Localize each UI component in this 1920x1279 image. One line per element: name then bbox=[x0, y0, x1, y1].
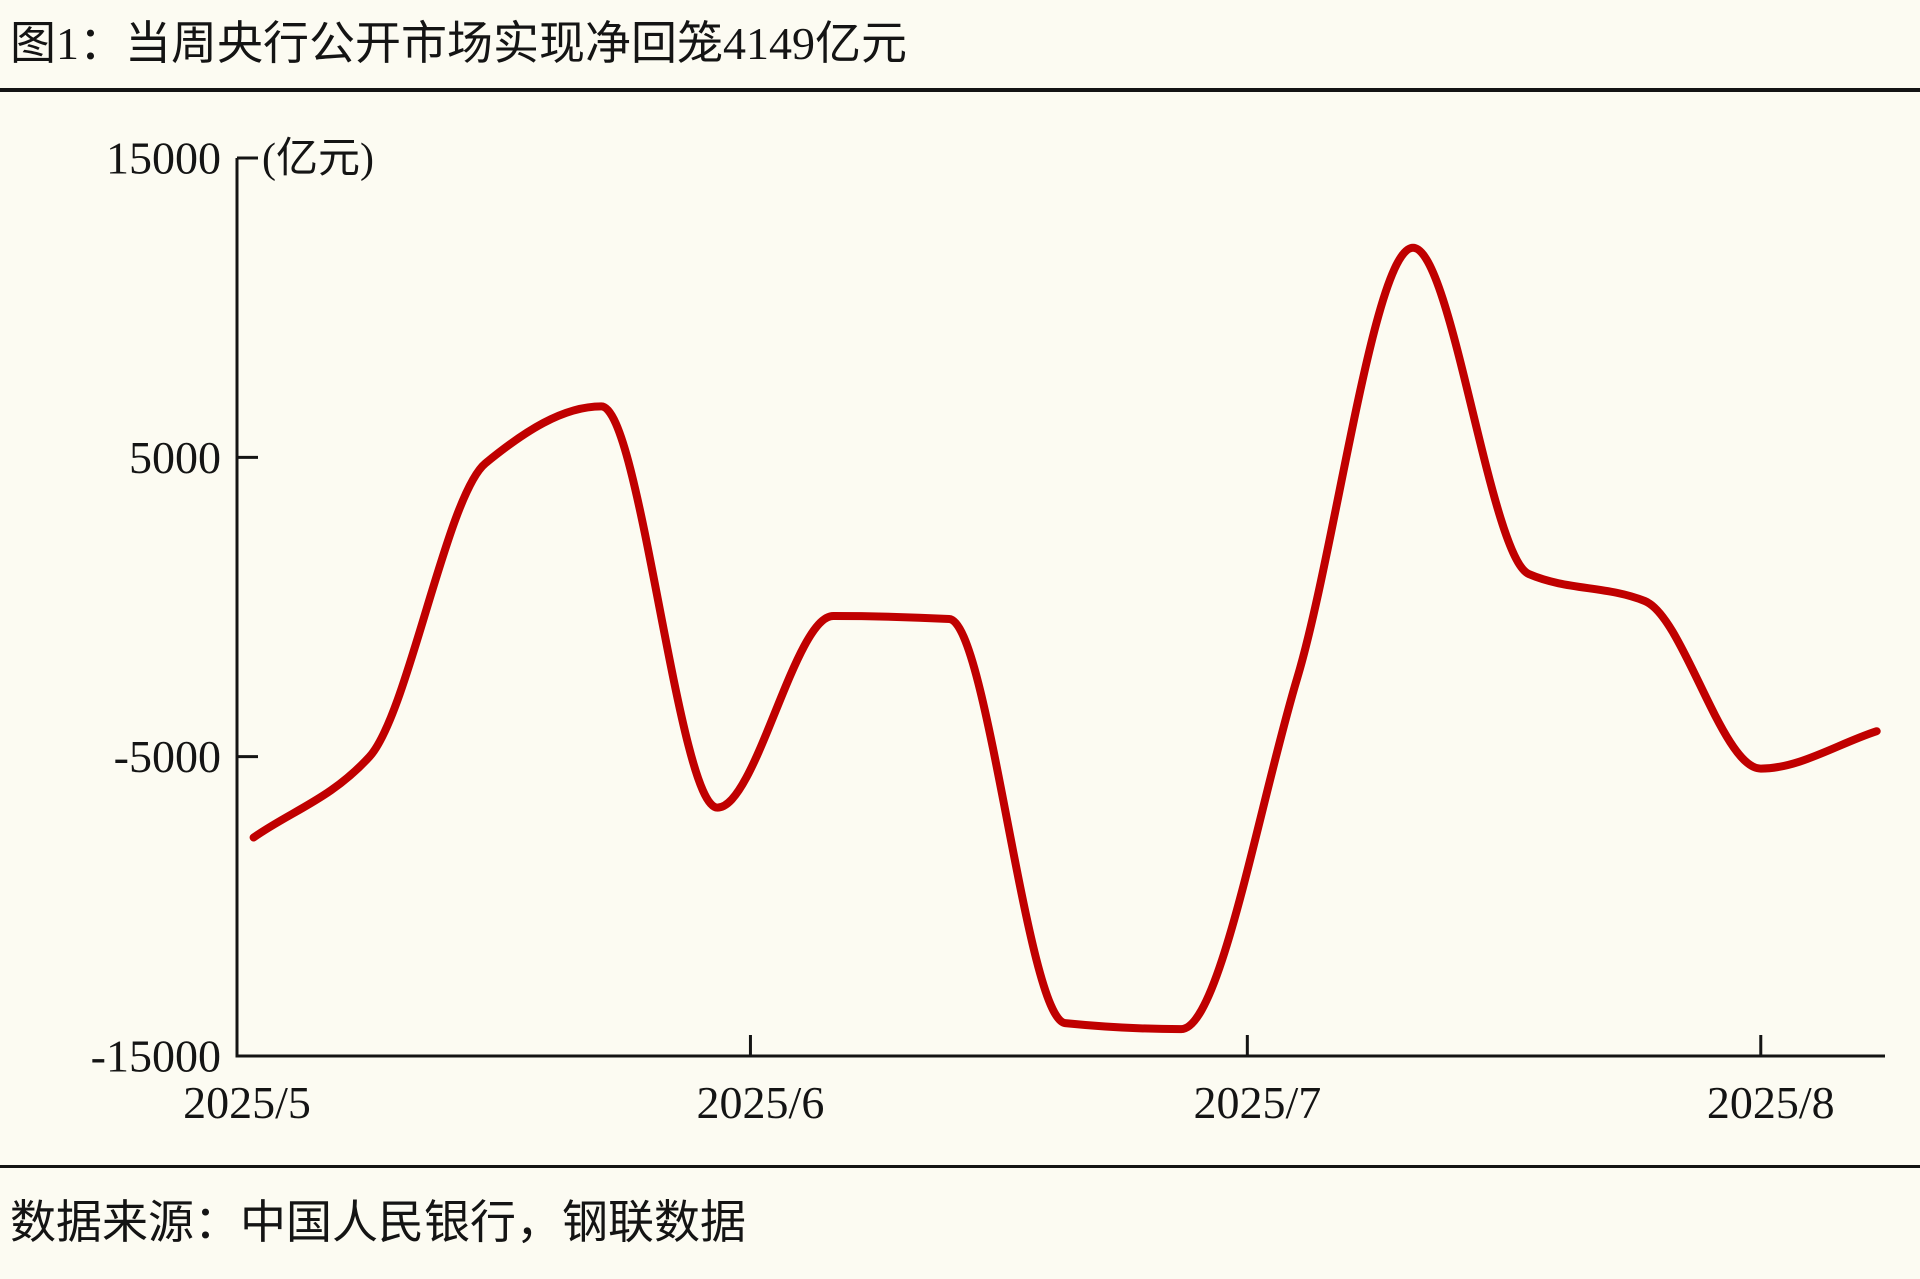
x-tick-label: 2025/7 bbox=[1193, 1077, 1321, 1128]
figure-title: 图1：当周央行公开市场实现净回笼4149亿元 bbox=[10, 18, 907, 69]
y-tick-label: 15000 bbox=[106, 133, 221, 184]
y-tick-label: 5000 bbox=[129, 432, 221, 483]
footer-divider bbox=[0, 1165, 1920, 1168]
y-tick-label: -5000 bbox=[114, 731, 221, 782]
series-line bbox=[249, 243, 1881, 1034]
x-tick-label: 2025/8 bbox=[1707, 1077, 1835, 1128]
title-divider bbox=[0, 88, 1920, 92]
x-tick-label: 2025/6 bbox=[697, 1077, 825, 1128]
y-tick-label: -15000 bbox=[91, 1031, 221, 1082]
data-source: 数据来源：中国人民银行，钢联数据 bbox=[10, 1197, 746, 1248]
axes bbox=[235, 158, 1885, 1058]
x-tick-label: 2025/5 bbox=[183, 1077, 311, 1128]
y-axis-unit-label: (亿元) bbox=[262, 136, 374, 182]
